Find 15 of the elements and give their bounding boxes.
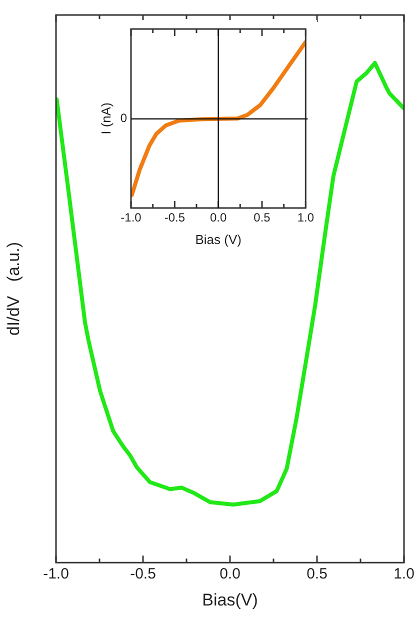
x-axis-title: Bias(V) [202, 590, 258, 610]
y-axis-title: dI/dV (a.u.) [4, 242, 23, 336]
x-tick-label: 0.0 [220, 566, 240, 583]
x-tick-label: 0.5 [306, 566, 328, 583]
y-axis-title: I (nA) [98, 102, 114, 134]
x-axis-title: Bias (V) [195, 232, 242, 247]
x-tick-label: 1.0 [297, 210, 314, 225]
x-tick-label: 0.5 [254, 210, 271, 225]
x-tick-label: -0.5 [164, 210, 186, 225]
x-tick-label: 1.0 [394, 566, 414, 583]
x-tick-label: -0.5 [130, 566, 156, 583]
annotation: 0 [120, 111, 128, 126]
x-tick-label: 0.0 [210, 210, 227, 225]
x-tick-label: -1.0 [120, 210, 142, 225]
x-tick-label: -1.0 [43, 566, 69, 583]
